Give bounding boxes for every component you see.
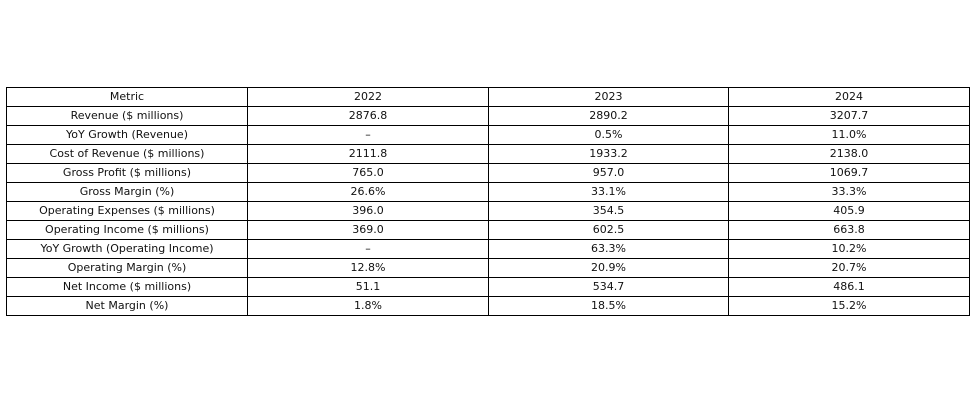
metric-cell: Gross Margin (%) [6,182,248,202]
value-cell: 396.0 [247,201,489,221]
header-cell: 2022 [247,87,489,107]
value-cell: 2890.2 [488,106,729,126]
data-row: YoY Growth (Revenue) –0.5% 11.0% [6,125,970,145]
metric-cell: Operating Income ($ millions) [6,220,248,240]
value-cell: 1933.2 [488,144,729,164]
header-cell: 2024 [728,87,970,107]
value-cell: 20.7% [728,258,970,278]
value-cell: 51.1 [247,277,489,297]
metric-cell: Net Margin (%) [6,296,248,316]
value-cell: 20.9% [488,258,729,278]
value-cell: 33.1% [488,182,729,202]
metric-cell: Revenue ($ millions) [6,106,248,126]
financial-table: Metric 2022 2023 2024 Revenue ($ millions) 28… [6,87,970,316]
value-cell: 957.0 [488,163,729,183]
value-cell: 15.2% [728,296,970,316]
value-cell: 2138.0 [728,144,970,164]
value-cell: 405.9 [728,201,970,221]
value-cell: 0.5% [488,125,729,145]
data-row: Operating Income ($ millions) 369.0 602.5 6… [6,220,970,240]
header-cell: Metric [6,87,248,107]
value-cell: 369.0 [247,220,489,240]
data-row: Gross Margin (%) 26.6% 33.1% 33.3% [6,182,970,202]
data-row: Net Margin (%) 1.8% 18.5% 15.2% [6,296,970,316]
metric-cell: Gross Profit ($ millions) [6,163,248,183]
header-row: Metric 2022 2023 2024 [6,87,970,107]
value-cell: 2876.8 [247,106,489,126]
value-cell: 26.6% [247,182,489,202]
value-cell: 1.8% [247,296,489,316]
value-cell: 354.5 [488,201,729,221]
data-row: Cost of Revenue ($ millions) 2111.8 1933.2… [6,144,970,164]
data-row: YoY Growth (Operating Income) –63.3% 10.2% [6,239,970,259]
metric-cell: Net Income ($ millions) [6,277,248,297]
data-row: Revenue ($ millions) 2876.8 2890.2 3207.7 [6,106,970,126]
value-cell: 765.0 [247,163,489,183]
value-cell: 63.3% [488,239,729,259]
value-cell: 1069.7 [728,163,970,183]
metric-cell: YoY Growth (Operating Income) [6,239,248,259]
value-cell: 11.0% [728,125,970,145]
metric-cell: Operating Expenses ($ millions) [6,201,248,221]
value-cell: 33.3% [728,182,970,202]
metric-cell: Operating Margin (%) [6,258,248,278]
metric-cell: Cost of Revenue ($ millions) [6,144,248,164]
data-row: Operating Expenses ($ millions) 396.0 354.… [6,201,970,221]
value-cell: – [247,125,489,145]
value-cell: 534.7 [488,277,729,297]
data-row: Net Income ($ millions) 51.1 534.7 486.1 [6,277,970,297]
data-row: Operating Margin (%) 12.8% 20.9% 20.7% [6,258,970,278]
table-body: Metric 2022 2023 2024 Revenue ($ millions) 28… [6,87,970,316]
value-cell: 602.5 [488,220,729,240]
value-cell: 18.5% [488,296,729,316]
metric-cell: YoY Growth (Revenue) [6,125,248,145]
header-cell: 2023 [488,87,729,107]
value-cell: 10.2% [728,239,970,259]
value-cell: 12.8% [247,258,489,278]
value-cell: 486.1 [728,277,970,297]
value-cell: – [247,239,489,259]
data-row: Gross Profit ($ millions) 765.0 957.0 1069.… [6,163,970,183]
value-cell: 2111.8 [247,144,489,164]
value-cell: 3207.7 [728,106,970,126]
value-cell: 663.8 [728,220,970,240]
